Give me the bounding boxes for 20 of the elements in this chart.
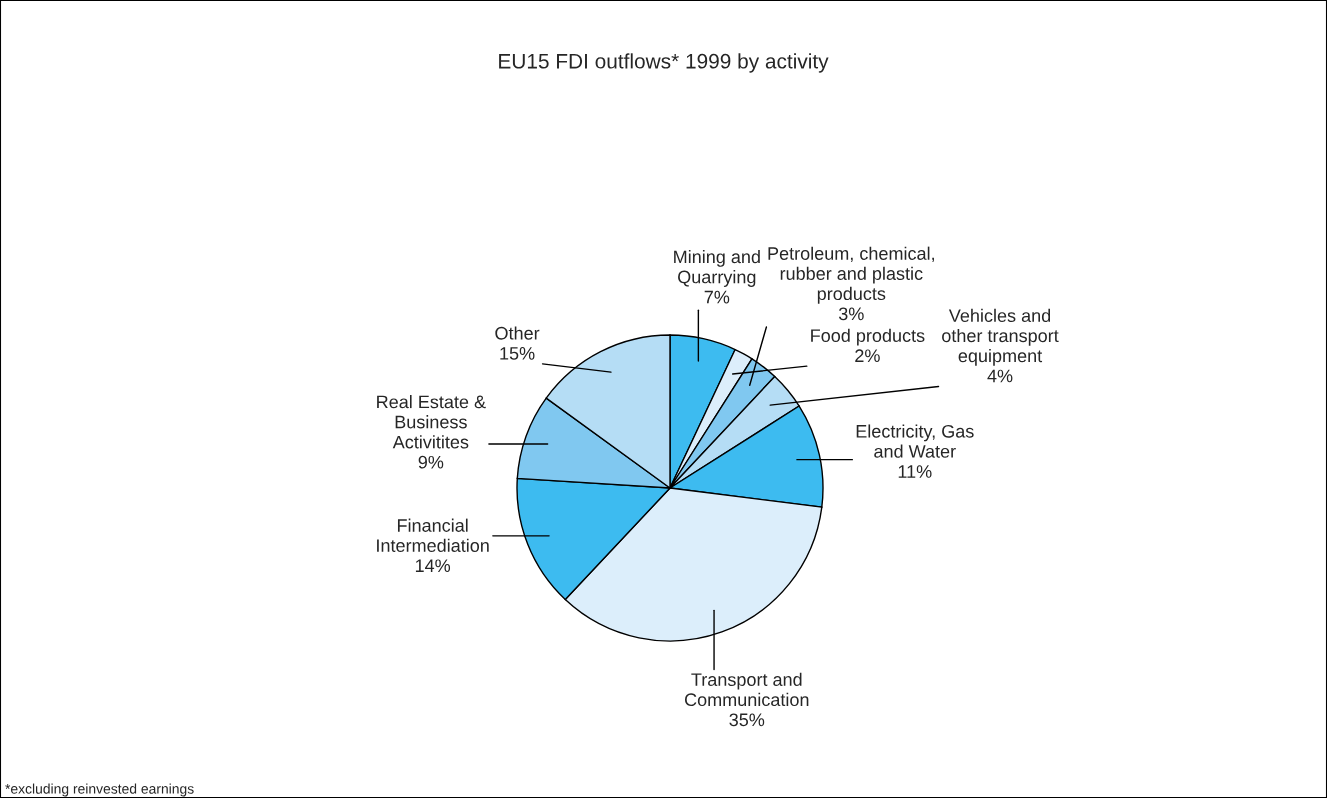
slice-label: Petroleum, chemical, rubber and plastic products (768, 246, 934, 304)
data-label: 3% (838, 307, 864, 321)
text: *excluding reinvested earnings (5, 783, 194, 797)
data-label: 9% (418, 455, 444, 469)
data-label: 14% (415, 559, 451, 573)
slice-label: Vehicles and other transport equipment (942, 308, 1059, 366)
chart-title: EU15 FDI outflows* 1999 by activity (499, 53, 829, 73)
data-label: 11% (898, 465, 932, 478)
slice-label: Other (495, 326, 540, 340)
data-label: 4% (987, 369, 1013, 383)
data-label: 2% (855, 349, 880, 363)
data-label: 7% (704, 290, 730, 304)
data-label: 15% (500, 347, 535, 360)
data-label: 35% (729, 713, 765, 727)
slice-label: Real Estate & Business Activitites (377, 395, 486, 449)
slice-label: Mining and Quarrying (674, 250, 760, 287)
slice-label: Food products (811, 328, 925, 346)
slice-label: Financial Intermediation (377, 518, 489, 552)
slice-label: Transport and Communication (684, 672, 809, 707)
slice-label: Electricity, Gas and Water (856, 424, 974, 458)
